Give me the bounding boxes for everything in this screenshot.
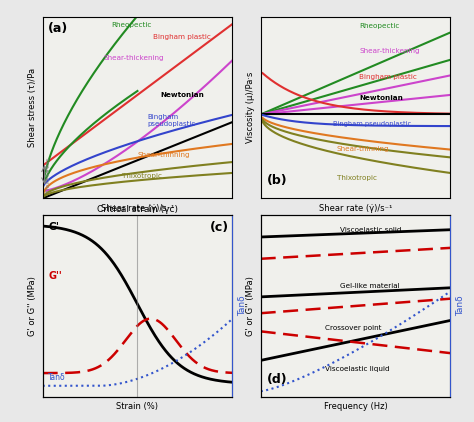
Text: (c): (c) xyxy=(210,221,228,234)
Text: Rheopectic: Rheopectic xyxy=(359,23,400,29)
Text: Newtonian: Newtonian xyxy=(160,92,204,98)
Text: Bingham plastic: Bingham plastic xyxy=(359,73,417,80)
Text: Crossover point: Crossover point xyxy=(325,325,382,330)
Text: Bingham pseudoplastic: Bingham pseudoplastic xyxy=(333,121,411,127)
Text: Newtonian: Newtonian xyxy=(359,95,403,101)
Title: Critical strain (γc): Critical strain (γc) xyxy=(97,206,178,214)
Text: Yield stress: Yield stress xyxy=(46,157,51,192)
Text: Rheopectic: Rheopectic xyxy=(111,22,151,28)
Y-axis label: G' or G'' (MPa): G' or G'' (MPa) xyxy=(28,276,37,336)
Text: (d): (d) xyxy=(266,373,287,386)
Text: Shear-thickening: Shear-thickening xyxy=(359,48,420,54)
Text: Bingham
pseudoplastic: Bingham pseudoplastic xyxy=(147,114,195,127)
Y-axis label: G' or G'' (MPa): G' or G'' (MPa) xyxy=(246,276,255,336)
X-axis label: Frequency (Hz): Frequency (Hz) xyxy=(324,402,387,411)
X-axis label: Strain (%): Strain (%) xyxy=(117,402,158,411)
Text: Thixotropic: Thixotropic xyxy=(337,175,376,181)
X-axis label: Shear rate (γ̇)/s⁻¹: Shear rate (γ̇)/s⁻¹ xyxy=(101,204,174,213)
Text: Shear-thickening: Shear-thickening xyxy=(103,55,164,62)
Y-axis label: Shear stress (τ)/Pa: Shear stress (τ)/Pa xyxy=(28,68,37,147)
Text: Tanδ: Tanδ xyxy=(48,373,66,382)
Text: (b): (b) xyxy=(266,174,287,187)
Text: Shear-thinning: Shear-thinning xyxy=(137,151,190,157)
Y-axis label: Tanδ: Tanδ xyxy=(238,296,247,316)
Text: G'': G'' xyxy=(48,271,62,281)
Text: Viscoelastic liquid: Viscoelastic liquid xyxy=(325,366,390,372)
Y-axis label: Viscosity (μ)/Pa·s: Viscosity (μ)/Pa·s xyxy=(246,72,255,143)
Text: Gel-like material: Gel-like material xyxy=(340,283,400,289)
Text: G': G' xyxy=(48,222,59,232)
Text: Thixotropic: Thixotropic xyxy=(122,173,162,179)
Text: Bingham plastic: Bingham plastic xyxy=(153,34,210,40)
Text: (a): (a) xyxy=(48,22,69,35)
Text: Shear-thinning: Shear-thinning xyxy=(337,146,389,152)
Text: Viscoelastic solid: Viscoelastic solid xyxy=(340,227,402,233)
X-axis label: Shear rate (γ̇)/s⁻¹: Shear rate (γ̇)/s⁻¹ xyxy=(319,204,392,213)
Y-axis label: Tanδ: Tanδ xyxy=(456,296,465,316)
